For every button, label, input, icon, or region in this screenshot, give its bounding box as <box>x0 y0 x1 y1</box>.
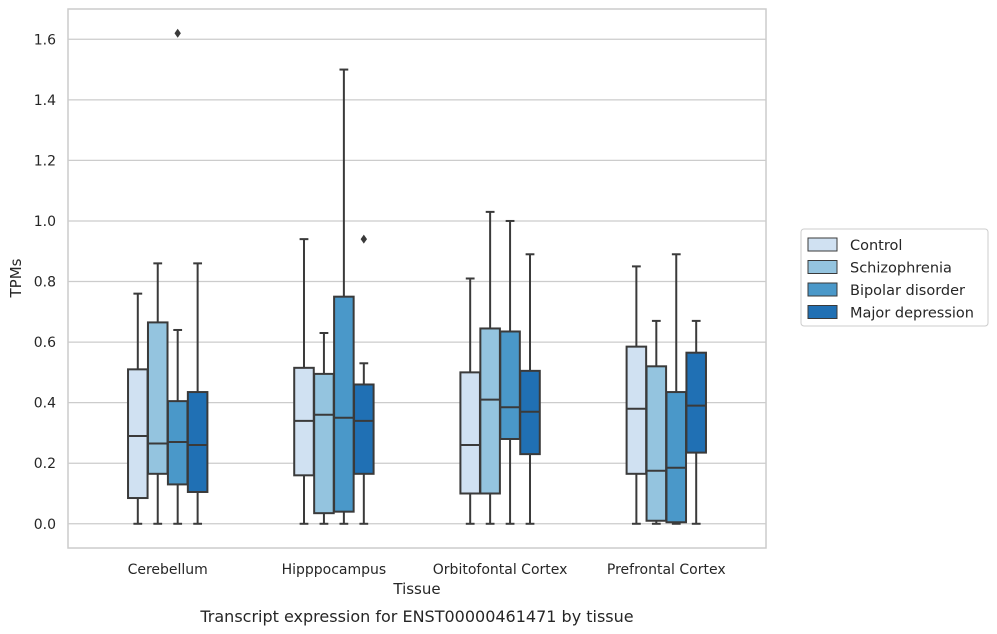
legend[interactable]: Control Schizophrenia Bipolar disorder Majo… <box>800 228 989 327</box>
y-tick-label: 1.2 <box>34 153 56 169</box>
x-tick-labels: Cerebellum Hipppocampus Orbitofontal Corte… <box>128 562 726 578</box>
box-body <box>333 295 355 513</box>
box-0-1 <box>293 238 315 525</box>
x-tick-label: Prefrontal Cortex <box>607 562 726 578</box>
chart-caption: Transcript expression for ENST0000046147… <box>199 607 633 626</box>
box-0-3 <box>625 265 648 525</box>
legend-label: Major depression <box>850 306 974 322</box>
box-body <box>353 383 375 475</box>
box-body <box>685 351 707 454</box>
y-tick-label: 0.6 <box>34 335 56 351</box>
box-groups <box>127 28 707 525</box>
box-1-2 <box>479 210 501 525</box>
box-body <box>127 368 149 500</box>
y-tick-label: 0.2 <box>34 456 56 472</box>
legend-frame <box>800 228 989 327</box>
legend-label: Bipolar disorder <box>850 283 965 299</box>
box-3-1 <box>353 234 375 525</box>
legend-label: Schizophrenia <box>850 261 952 277</box>
box-body <box>146 321 169 475</box>
box-body <box>645 365 668 522</box>
legend-swatch <box>807 282 838 297</box>
x-tick-label: Cerebellum <box>128 562 208 578</box>
box-body <box>459 371 481 495</box>
y-tick-label: 0.8 <box>34 275 56 291</box>
box-body <box>665 391 688 524</box>
legend-swatch <box>807 305 838 319</box>
y-tick-label: 1.0 <box>34 214 56 230</box>
x-tick-label: Orbitofontal Cortex <box>433 562 568 578</box>
y-tick-label: 1.4 <box>34 93 56 109</box>
x-axis-title: Tissue <box>392 580 440 598</box>
box-body <box>479 327 501 495</box>
legend-label: Control <box>850 238 902 254</box>
legend-swatch <box>807 260 838 274</box>
legend-swatch <box>807 237 838 252</box>
box-2-3 <box>665 253 688 525</box>
y-tick-label: 1.6 <box>34 32 56 48</box>
box-3-3 <box>685 319 707 525</box>
box-1-0 <box>146 262 169 525</box>
box-2-1 <box>333 68 355 525</box>
x-tick-label: Hipppocampus <box>282 562 387 578</box>
box-3-2 <box>519 253 541 525</box>
y-axis-title: TPMs <box>7 258 25 298</box>
box-body <box>313 372 335 515</box>
plot-frame <box>67 8 767 549</box>
box-3-0 <box>186 262 209 525</box>
outlier-point <box>174 28 181 38</box>
box-body <box>625 345 648 475</box>
box-2-2 <box>499 219 521 525</box>
box-body <box>186 391 209 493</box>
y-tick-label: 0.4 <box>34 396 56 412</box>
box-body <box>499 330 521 440</box>
y-tick-labels: 0.0 0.2 0.4 0.6 0.8 1.0 1.2 1.4 1.6 <box>34 32 56 532</box>
y-tick-label: 0.0 <box>34 517 56 533</box>
outlier-point <box>360 234 368 244</box>
